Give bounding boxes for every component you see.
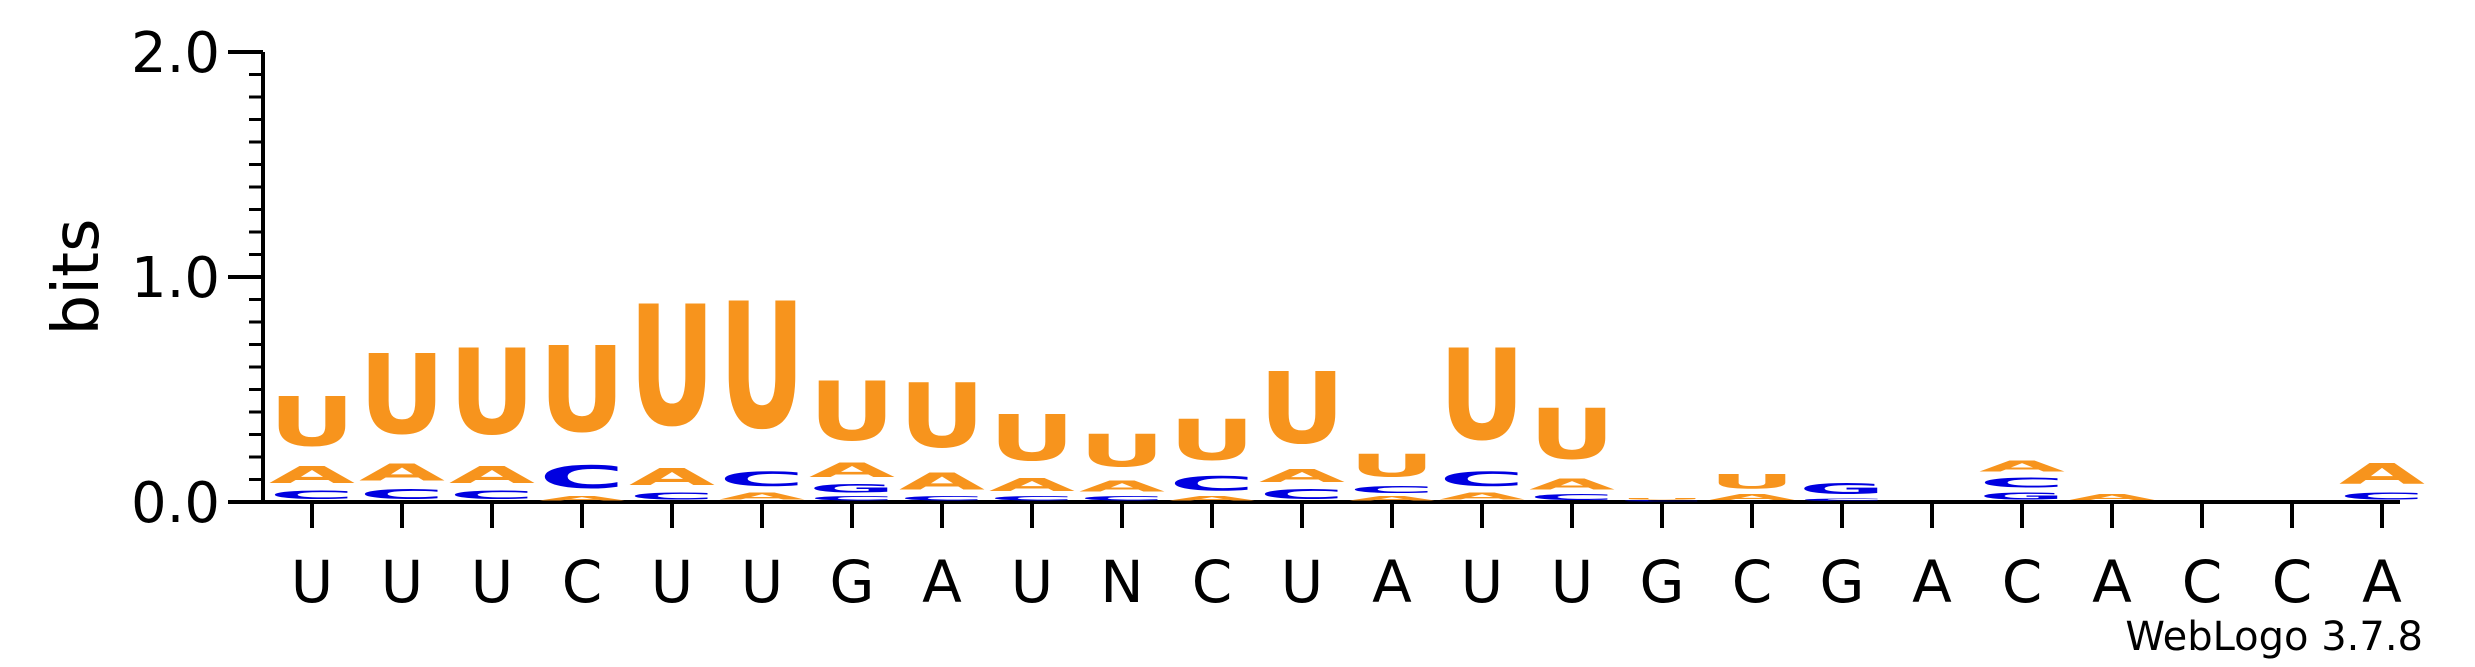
y-tick-label: 0.0 [131, 471, 220, 536]
logo-letter-u: U [1259, 352, 1345, 466]
logo-letter-c: C [1079, 495, 1165, 502]
credit: WebLogo 3.7.8 [2125, 614, 2423, 660]
logo-letter-a: A [1439, 491, 1525, 502]
position-label: U [1551, 548, 1593, 616]
logo-letter-u: U [809, 366, 895, 459]
position-label: U [471, 548, 513, 616]
logo-letter-g: G [809, 482, 895, 495]
position-label: A [2092, 548, 2132, 616]
logo-letter-c: C [2339, 491, 2425, 502]
logo-letter-u: U [1619, 497, 1705, 499]
logo-letter-c: C [629, 491, 715, 502]
logo-letter-c: C [449, 489, 535, 502]
position-label: N [1100, 548, 1143, 616]
logo-letter-a: A [809, 459, 895, 481]
y-axis-label: bits [40, 219, 114, 336]
logo-letter-a: A [449, 462, 535, 489]
logo-letter-g: G [1979, 491, 2065, 502]
logo-letter-u: U [269, 383, 355, 461]
logo-letter-u: U [989, 401, 1075, 475]
logo-letter-u: U [359, 332, 445, 459]
logo-letter-c: C [1619, 500, 1705, 502]
y-tick-label: 1.0 [131, 246, 220, 311]
position-label: G [830, 548, 875, 616]
position-label: A [1912, 548, 1952, 616]
logo-letter-u: U [1079, 426, 1165, 477]
position-label: U [651, 548, 693, 616]
y-tick-label: 2.0 [131, 21, 220, 86]
position-label: A [1372, 548, 1412, 616]
logo-letter-c: C [1529, 493, 1615, 502]
logo-letter-a: A [2339, 458, 2425, 491]
logo-letter-u: U [539, 323, 625, 459]
logo-letter-c: C [1979, 475, 2065, 491]
logo-letter-c: C [269, 489, 355, 502]
position-label: C [562, 548, 603, 616]
logo-letter-c: C [539, 459, 625, 495]
logo-letter-a: A [1529, 475, 1615, 493]
logo-letter-c: C [1799, 498, 1885, 503]
position-label: U [381, 548, 423, 616]
position-label: G [1820, 548, 1865, 616]
position-label: C [1192, 548, 1233, 616]
logo-letter-u: U [1529, 395, 1615, 475]
position-label: C [2002, 548, 2043, 616]
logo-letter-u: U [719, 266, 805, 467]
logo-letter-a: A [539, 495, 625, 502]
logo-letter-u: U [629, 270, 715, 463]
logo-letter-c: C [989, 495, 1075, 502]
logo-letter-c: C [1349, 484, 1435, 495]
logo-letter-a: A [989, 475, 1076, 495]
position-label: A [922, 548, 962, 616]
position-label: U [1281, 548, 1323, 616]
logo-letter-a: A [1349, 495, 1435, 502]
logo-letter-a: A [629, 464, 715, 491]
logo-letter-c: C [1259, 486, 1345, 502]
logo-letter-a: A [1169, 495, 1255, 502]
logo-letter-a: A [269, 462, 355, 489]
position-label: U [741, 548, 783, 616]
logo-letter-u: U [1709, 470, 1795, 492]
position-label: C [1732, 548, 1773, 616]
logo-letter-a: A [2069, 493, 2155, 502]
logo-letter-u: U [1169, 407, 1255, 472]
logo-letter-c: C [1169, 473, 1255, 495]
logo-letter-u: U [899, 365, 985, 468]
position-label: U [291, 548, 333, 616]
logo-letter-a: A [1259, 466, 1346, 486]
position-label: C [2182, 548, 2223, 616]
position-label: U [1011, 548, 1053, 616]
logo-letter-c: C [809, 495, 895, 502]
logo-letter-a: A [1079, 477, 1165, 495]
logo-letter-a: A [719, 491, 805, 502]
position-label: U [1461, 548, 1503, 616]
position-label: C [2272, 548, 2313, 616]
position-label: A [2362, 548, 2402, 616]
logo-letter-u: U [449, 325, 535, 461]
logo-letter-a: A [1979, 457, 2065, 475]
logo-letter-c: C [719, 468, 805, 490]
letter-stacks: CAUCAUCAUACUCAUACUCGAUCAUCAUCAUACUCAUACU… [269, 266, 2425, 502]
logo-letter-a: A [359, 459, 445, 486]
logo-letter-c: C [899, 495, 985, 502]
logo-letter-c: C [1439, 468, 1525, 490]
logo-letter-u: U [1349, 449, 1435, 485]
y-minor-ticks [249, 73, 263, 481]
logo-letter-c: C [359, 486, 445, 502]
position-label: G [1640, 548, 1685, 616]
logo-letter-g: G [1799, 480, 1885, 498]
logo-letter-a: A [1709, 493, 1795, 502]
logo-letter-a: A [899, 468, 985, 495]
logo-letter-u: U [1439, 323, 1525, 469]
